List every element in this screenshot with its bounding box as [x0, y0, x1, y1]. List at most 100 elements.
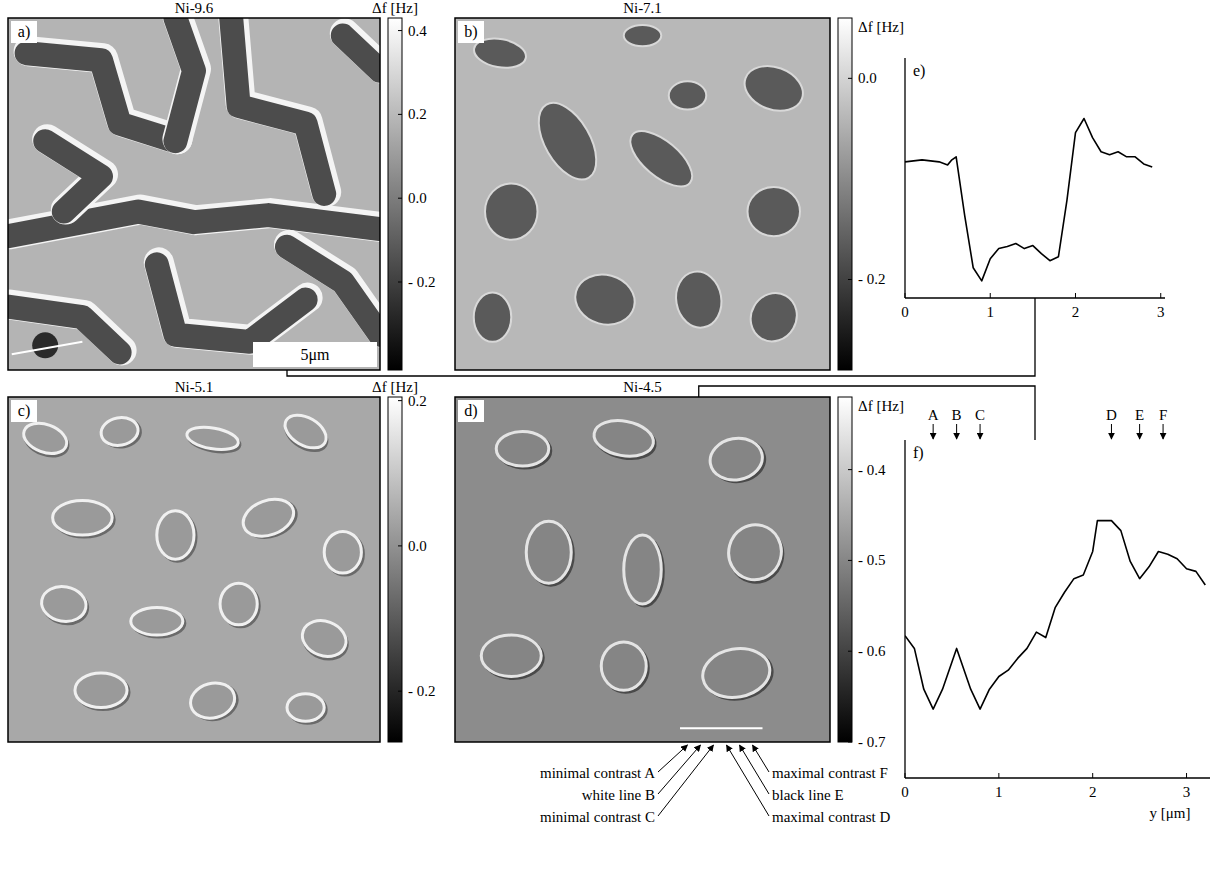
- position-letter: B: [952, 407, 962, 423]
- domain: [601, 642, 646, 690]
- domain: [748, 187, 801, 236]
- domain: [496, 432, 549, 467]
- colorbar-tick-label: - 0.6: [858, 643, 886, 659]
- domain: [621, 121, 701, 196]
- letter-box: [11, 21, 37, 43]
- domain: [707, 434, 766, 484]
- image-ground: [455, 18, 830, 370]
- colorbar: [838, 18, 852, 370]
- colorbar-tick: [848, 78, 852, 79]
- colorbar-tick-label: - 0.2: [408, 683, 436, 699]
- domain: [343, 36, 380, 71]
- domain: [723, 519, 788, 586]
- annotation: minimal contrast C: [540, 809, 655, 825]
- domain: [474, 293, 512, 342]
- domain: [220, 583, 257, 624]
- panel-title: Ni-9.6: [175, 0, 214, 16]
- domain: [591, 416, 656, 460]
- profile-curve: [905, 119, 1152, 281]
- position-letter: A: [928, 407, 939, 423]
- domain: [185, 424, 240, 453]
- colorbar: [838, 397, 852, 742]
- x-tick-label: 1: [986, 304, 994, 320]
- domain: [624, 535, 662, 604]
- colorbar-tick-label: - 0.7: [858, 734, 886, 750]
- x-tick: [998, 773, 999, 778]
- panel-letter: d): [464, 402, 477, 420]
- colorbar-tick: [398, 400, 402, 401]
- colorbar: [388, 18, 402, 370]
- annotation: maximal contrast D: [772, 809, 890, 825]
- domain: [75, 673, 127, 708]
- domain: [175, 18, 194, 141]
- colorbar-label: Δf [Hz]: [372, 0, 418, 16]
- domain: [238, 493, 299, 543]
- profile-line: [12, 342, 83, 354]
- x-tick: [1160, 293, 1161, 298]
- annotation-arrow: [658, 745, 688, 772]
- domain: [157, 264, 306, 341]
- annotation: minimal contrast A: [540, 765, 655, 781]
- panel-letter: e): [913, 62, 925, 80]
- position-arrow: [1139, 424, 1140, 439]
- domain: [481, 635, 541, 676]
- domain: [297, 615, 351, 663]
- profile-line: [680, 727, 763, 729]
- domain: [20, 418, 71, 459]
- x-tick-label: 0: [901, 784, 909, 800]
- colorbar-tick: [848, 560, 852, 561]
- x-tick-label: 0: [901, 304, 909, 320]
- colorbar-label: Δf [Hz]: [858, 19, 904, 35]
- image-frame: [455, 18, 830, 370]
- domain: [287, 247, 380, 335]
- colorbar-label: Δf [Hz]: [858, 398, 904, 414]
- colorbar-tick-label: - 0.2: [858, 271, 886, 287]
- colorbar-tick: [848, 651, 852, 652]
- position-letter: E: [1135, 407, 1144, 423]
- colorbar-tick: [398, 691, 402, 692]
- position-arrow: [1111, 424, 1112, 439]
- domain: [157, 511, 194, 559]
- letter-box: [458, 21, 484, 43]
- x-tick-label: 2: [1072, 304, 1080, 320]
- y-axis: [904, 58, 905, 298]
- image: [8, 18, 380, 370]
- domain: [39, 583, 89, 625]
- domain: [131, 607, 183, 635]
- colorbar-tick: [398, 114, 402, 115]
- colorbar-tick-label: - 0.2: [408, 274, 436, 290]
- colorbar: [388, 397, 402, 742]
- domain: [99, 415, 140, 449]
- annotation-arrow: [658, 745, 714, 816]
- position-letter: D: [1106, 407, 1117, 423]
- domain: [279, 408, 331, 454]
- domain: [324, 532, 361, 573]
- x-axis: [905, 777, 1210, 778]
- image-ground: [455, 397, 830, 742]
- position-arrow: [933, 424, 934, 439]
- domain-dot: [32, 332, 58, 358]
- annotation: maximal contrast F: [772, 765, 888, 781]
- colorbar-tick-label: - 0.5: [858, 552, 886, 568]
- image-ground: [8, 397, 380, 742]
- plot-area: [905, 521, 1205, 709]
- position-letter: C: [975, 407, 985, 423]
- plot-area: [905, 119, 1152, 281]
- colorbar-tick: [398, 545, 402, 546]
- image: [455, 397, 830, 742]
- figure: a)Ni-9.65μmΔf [Hz]0.40.20.0- 0.2b)Ni-7.1…: [0, 0, 1219, 869]
- colorbar-tick: [398, 30, 402, 31]
- image: [8, 397, 380, 742]
- panel-letter: b): [464, 23, 477, 41]
- x-tick-label: 1: [995, 784, 1003, 800]
- letter-box: [458, 400, 484, 422]
- panel-title: Ni-5.1: [175, 379, 214, 395]
- scale-bar: [253, 342, 377, 367]
- position-arrow: [1163, 424, 1164, 439]
- domain: [742, 285, 806, 350]
- domain: [738, 58, 809, 118]
- image-frame: [8, 397, 380, 742]
- x-tick: [1186, 773, 1187, 778]
- domain: [624, 25, 662, 46]
- image-ground: [8, 18, 380, 370]
